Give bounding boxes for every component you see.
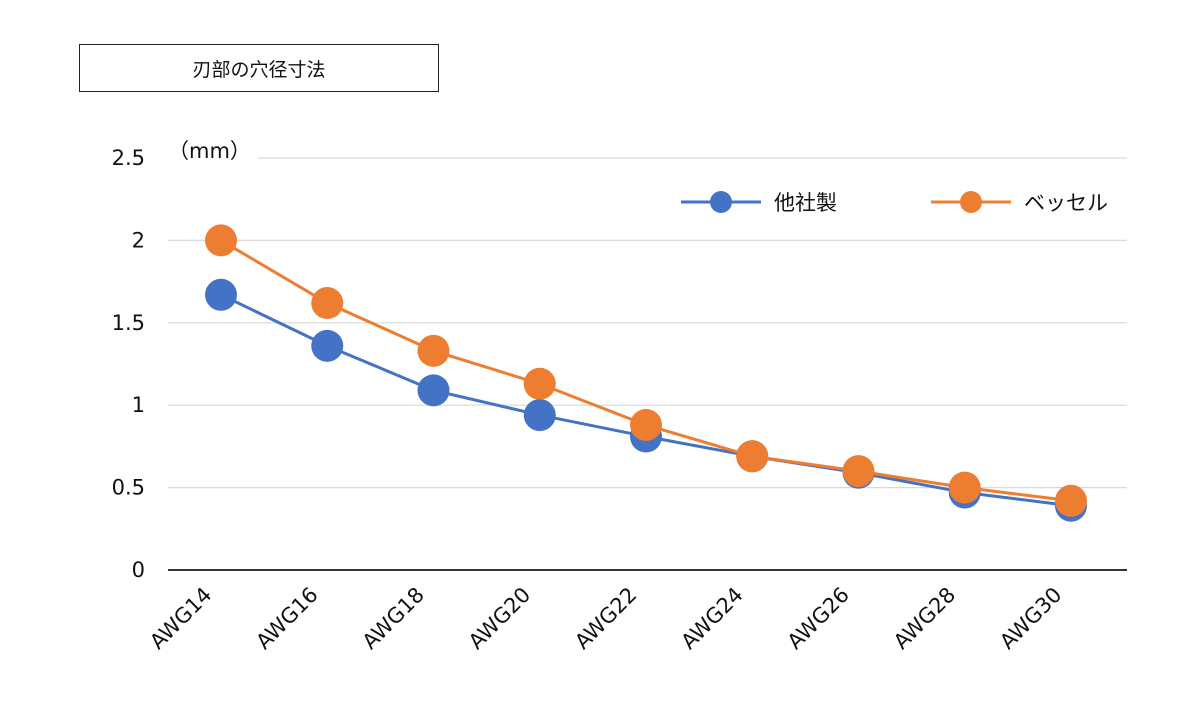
data-point-series-1 xyxy=(523,367,556,400)
y-tick-label: 1.5 xyxy=(112,311,145,335)
data-point-series-0 xyxy=(417,374,450,407)
y-tick-label: 0.5 xyxy=(112,476,145,500)
data-point-series-1 xyxy=(417,334,450,367)
chart-title: 刃部の穴径寸法 xyxy=(79,44,439,92)
y-axis-tick-labels: 0 0.5 1 1.5 2 2.5 xyxy=(112,146,145,582)
data-point-series-0 xyxy=(311,329,344,362)
y-axis-unit-label: （mm） xyxy=(168,139,251,163)
x-tick-label: AWG30 xyxy=(995,583,1066,654)
data-point-series-0 xyxy=(523,399,556,432)
legend: 他社製 ベッセル xyxy=(681,191,1108,215)
x-axis-tick-labels: AWG14 AWG16 AWG18 AWG20 AWG22 AWG24 AWG26 AWG28… xyxy=(145,583,1066,654)
x-tick-label: AWG20 xyxy=(464,583,535,654)
x-tick-label: AWG14 xyxy=(145,583,216,654)
y-tick-label: 2.5 xyxy=(112,146,145,170)
x-tick-label: AWG22 xyxy=(570,583,641,654)
legend-label: ベッセル xyxy=(1024,191,1108,215)
y-tick-label: 0 xyxy=(132,558,145,582)
y-tick-label: 2 xyxy=(132,228,145,252)
legend-label: 他社製 xyxy=(774,191,837,215)
legend-swatch-marker xyxy=(710,191,732,213)
data-point-series-1 xyxy=(630,408,662,441)
x-tick-label: AWG16 xyxy=(251,583,322,654)
x-tick-label: AWG28 xyxy=(889,583,960,654)
data-point-series-1 xyxy=(311,287,344,320)
data-point-series-1 xyxy=(205,224,237,257)
series-line-0 xyxy=(220,293,1072,508)
x-tick-label: AWG18 xyxy=(358,583,429,654)
series-group xyxy=(205,224,1087,522)
legend-swatch-marker xyxy=(960,191,982,213)
data-point-series-0 xyxy=(205,278,237,311)
data-point-series-1 xyxy=(948,471,981,504)
data-point-series-1 xyxy=(736,440,769,473)
x-tick-label: AWG26 xyxy=(783,583,854,654)
x-tick-label: AWG24 xyxy=(676,583,747,654)
data-point-series-1 xyxy=(1055,484,1087,517)
data-point-series-1 xyxy=(842,455,875,488)
y-tick-label: 1 xyxy=(132,393,145,417)
series-line-1 xyxy=(220,239,1072,503)
